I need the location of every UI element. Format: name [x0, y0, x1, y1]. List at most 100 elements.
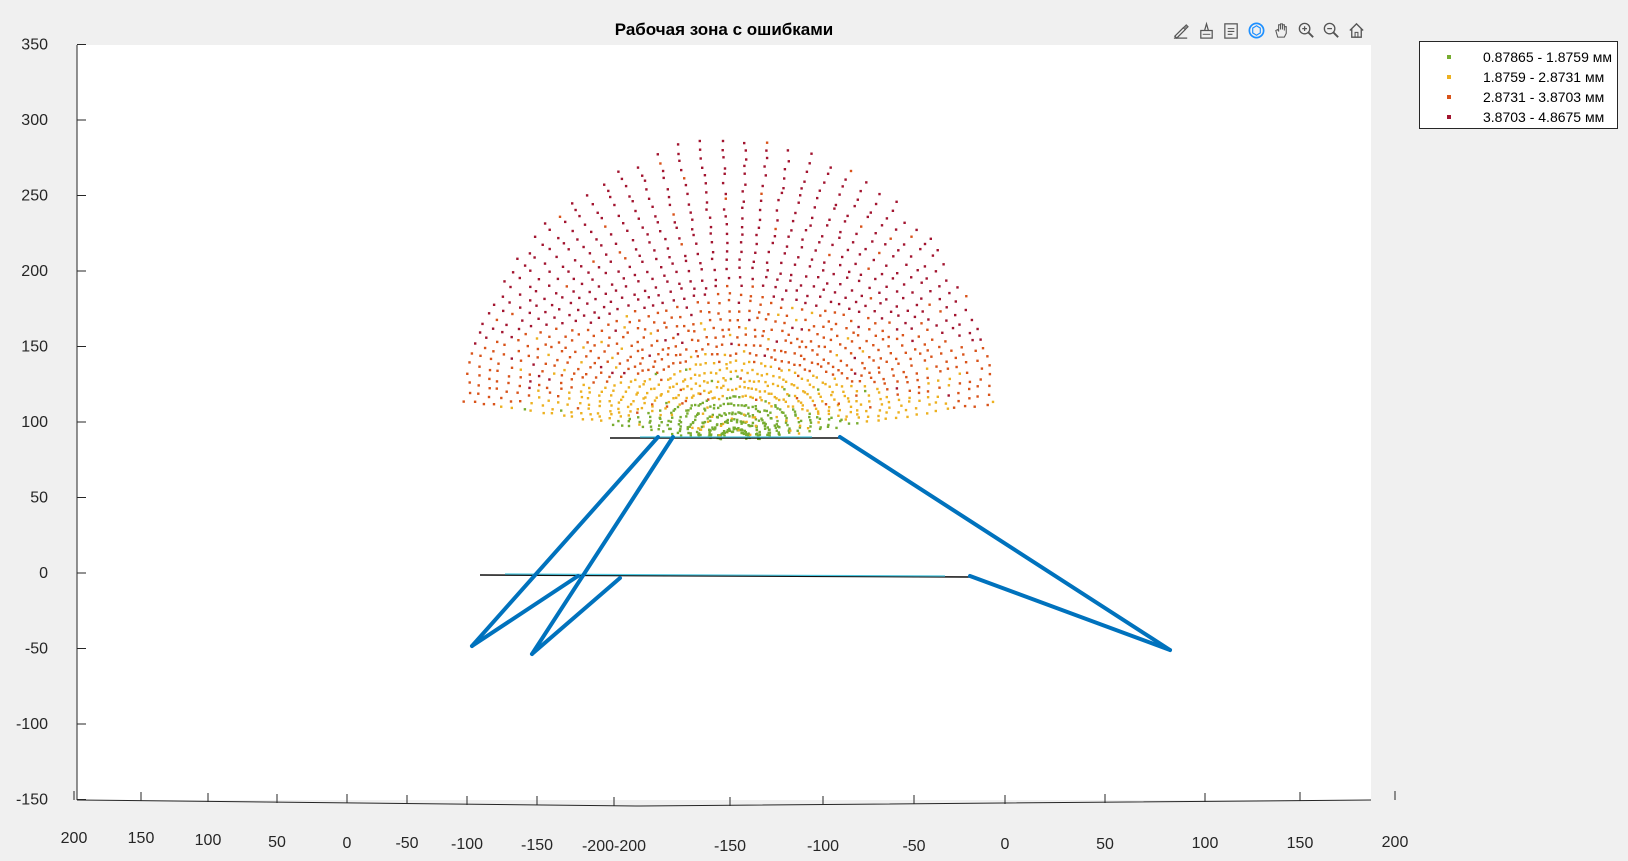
- scatter-point: [845, 415, 848, 418]
- scatter-point: [719, 437, 723, 441]
- scatter-point: [687, 409, 690, 412]
- scatter-point: [462, 400, 465, 403]
- scatter-point: [707, 343, 710, 346]
- scatter-point: [913, 315, 917, 319]
- scatter-point: [611, 423, 615, 427]
- scatter-point: [647, 315, 650, 318]
- scatter-point: [599, 365, 603, 369]
- scatter-point: [771, 382, 775, 386]
- scatter-point: [678, 419, 681, 422]
- scatter-point: [477, 392, 480, 395]
- scatter-point: [877, 366, 880, 369]
- scatter-point: [991, 400, 995, 404]
- scatter-point: [735, 421, 739, 424]
- scatter-point: [602, 305, 606, 309]
- scatter-point: [557, 341, 561, 344]
- scatter-point: [679, 434, 683, 437]
- scatter-point: [608, 336, 611, 339]
- scatter-point: [797, 256, 800, 259]
- scatter-point: [803, 180, 806, 183]
- scatter-point: [800, 246, 804, 249]
- scatter-point: [885, 264, 888, 267]
- scatter-point: [622, 222, 625, 225]
- scatter-point: [661, 169, 665, 173]
- scatter-point: [777, 313, 780, 316]
- scatter-point: [642, 336, 645, 339]
- scatter-point: [904, 408, 908, 412]
- scatter-point: [641, 348, 644, 351]
- scatter-point: [544, 343, 547, 346]
- export-button[interactable]: [1220, 19, 1243, 42]
- scatter-point: [589, 349, 592, 353]
- scatter-point: [726, 421, 729, 424]
- scatter-point: [567, 270, 570, 273]
- scatter-point: [621, 395, 625, 399]
- zoom-out-icon: [1323, 22, 1339, 38]
- scatter-point: [868, 400, 871, 403]
- scatter-point: [627, 414, 630, 417]
- scatter-point: [752, 344, 756, 347]
- data-tip-button[interactable]: [1195, 19, 1218, 42]
- scatter-point: [763, 354, 766, 357]
- scatter-point: [675, 226, 678, 229]
- legend[interactable]: 0.87865 - 1.8759 мм 1.8759 - 2.8731 мм 2…: [1419, 41, 1618, 129]
- scatter-point: [536, 356, 539, 359]
- brush-button[interactable]: [1170, 19, 1193, 42]
- scatter-point: [542, 411, 545, 415]
- scatter-point: [699, 157, 702, 160]
- scatter-point: [518, 293, 522, 296]
- scatter-point: [665, 326, 668, 329]
- scatter-point: [550, 345, 553, 349]
- rotate-3d-button[interactable]: [1245, 19, 1268, 42]
- scatter-point: [742, 362, 746, 365]
- scatter-point: [885, 411, 888, 414]
- scatter-point: [692, 323, 695, 326]
- scatter-point: [627, 367, 630, 371]
- scatter-point: [783, 252, 786, 255]
- scatter-point: [643, 380, 646, 383]
- scatter-point: [857, 279, 861, 283]
- zoom-out-button[interactable]: [1320, 19, 1343, 42]
- scatter-point: [609, 195, 612, 199]
- scatter-point: [689, 423, 693, 426]
- scatter-point: [613, 203, 616, 207]
- scatter-point: [790, 273, 793, 277]
- scatter-point: [548, 378, 551, 381]
- scatter-point: [653, 360, 657, 363]
- scatter-point: [646, 270, 649, 274]
- pan-button[interactable]: [1270, 19, 1293, 42]
- scatter-point: [732, 404, 736, 407]
- scatter-point: [737, 301, 741, 304]
- scatter-point: [823, 345, 826, 349]
- zoom-in-button[interactable]: [1295, 19, 1318, 42]
- scatter-point: [576, 407, 580, 410]
- scatter-point: [582, 383, 585, 387]
- scatter-point: [866, 415, 870, 418]
- scatter-point: [505, 323, 508, 327]
- scatter-point: [619, 381, 623, 384]
- home-button[interactable]: [1345, 19, 1368, 42]
- scatter-point: [631, 239, 635, 242]
- scatter-point: [824, 309, 827, 313]
- scatter-point: [797, 400, 800, 403]
- scatter-point: [665, 309, 668, 312]
- scatter-point: [906, 309, 909, 312]
- scatter-point: [812, 285, 816, 288]
- scatter-point: [755, 428, 758, 432]
- scatter-point: [740, 250, 743, 254]
- scatter-point: [624, 184, 628, 188]
- scatter-point: [835, 354, 838, 357]
- scatter-point: [579, 402, 582, 405]
- scatter-point: [857, 416, 860, 419]
- scatter-point: [574, 319, 577, 323]
- scatter-point: [547, 399, 550, 402]
- scatter-point: [839, 343, 842, 346]
- scatter-point: [676, 333, 680, 336]
- scatter-point: [561, 265, 565, 268]
- scatter-point: [519, 376, 522, 379]
- scatter-point: [692, 394, 695, 397]
- scatter-point: [707, 391, 711, 394]
- scatter-point: [686, 192, 689, 196]
- scatter-point: [725, 232, 729, 236]
